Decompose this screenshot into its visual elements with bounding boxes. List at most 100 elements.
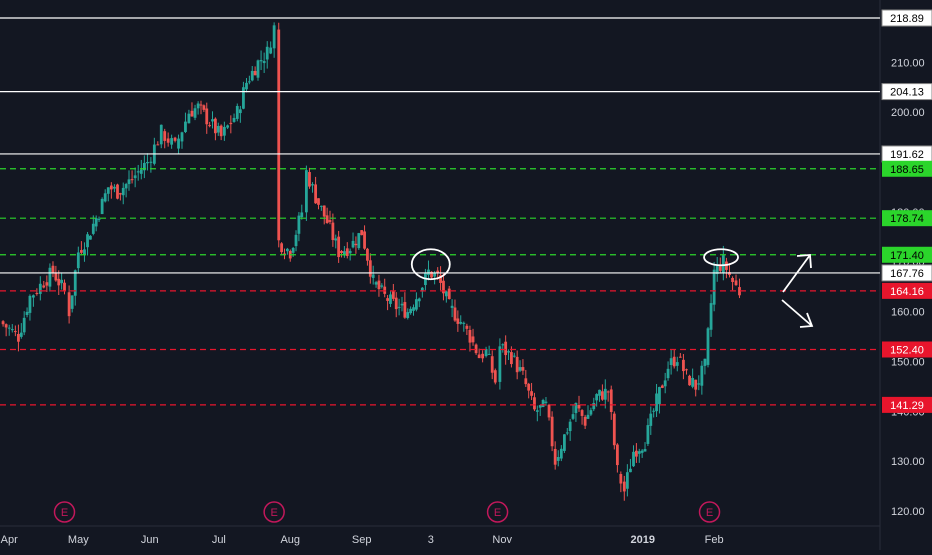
candle-down	[430, 271, 433, 278]
candle-down	[728, 272, 731, 276]
candle-up	[507, 351, 510, 353]
candle-down	[634, 450, 638, 457]
candle-down	[394, 297, 398, 310]
candle-down	[738, 287, 741, 296]
earnings-event-marker[interactable]	[53, 501, 76, 523]
candle-down	[439, 275, 442, 283]
earnings-event-label: E	[61, 507, 68, 519]
candle-up	[649, 413, 653, 426]
candle-down	[1, 321, 5, 325]
candle-up	[568, 421, 572, 432]
earnings-event-marker[interactable]	[263, 501, 285, 523]
candle-up	[10, 329, 14, 331]
candle-up	[666, 368, 670, 379]
earnings-event-label: E	[494, 507, 501, 519]
candle-up	[97, 218, 101, 220]
candle-up	[417, 298, 421, 302]
candle-down	[63, 282, 66, 291]
candle-down	[4, 324, 8, 328]
candle-up	[498, 346, 502, 382]
candle-down	[277, 29, 281, 241]
candle-up	[38, 283, 42, 294]
candle-up	[652, 410, 656, 412]
arrow-head	[799, 312, 814, 328]
y-tick-label: 130.00	[891, 456, 925, 468]
candle-down	[547, 404, 551, 418]
candle-down	[504, 341, 508, 356]
candle-up	[640, 450, 644, 453]
candle-down	[553, 448, 557, 465]
level-price-tag	[882, 160, 932, 177]
candle-down	[515, 356, 519, 373]
candle-up	[187, 113, 191, 124]
level-price-tag	[882, 282, 932, 299]
candle-down	[166, 138, 170, 143]
candle-down	[477, 354, 481, 359]
candle-down	[340, 250, 343, 254]
candle-up	[297, 215, 301, 234]
candle-down	[253, 70, 257, 76]
x-tick-label: Feb	[705, 534, 724, 546]
candle-down	[474, 344, 478, 354]
level-price-label: 218.89	[890, 13, 924, 25]
candle-up	[196, 103, 200, 109]
candle-up	[272, 25, 276, 49]
level-price-label: 188.65	[890, 164, 924, 176]
earnings-event-marker[interactable]	[698, 501, 721, 523]
candle-down	[622, 481, 626, 492]
y-tick-label: 150.00	[891, 356, 925, 368]
candle-down	[283, 253, 286, 255]
candle-down	[447, 288, 451, 300]
x-tick-label: Sep	[352, 534, 372, 546]
candle-down	[199, 104, 203, 106]
candle-down	[363, 231, 366, 249]
candle-down	[190, 110, 194, 117]
candle-up	[412, 307, 415, 311]
candle-up	[342, 251, 346, 256]
candle-down	[619, 474, 623, 484]
candle-down	[465, 325, 469, 329]
candle-down	[280, 243, 284, 253]
candle-down	[577, 404, 581, 409]
candle-down	[685, 369, 688, 371]
candle-up	[235, 105, 239, 119]
candle-down	[322, 205, 326, 217]
candle-up	[28, 295, 32, 313]
candle-down	[45, 282, 49, 286]
candle-down	[308, 172, 311, 187]
arrow-shaft	[782, 254, 811, 293]
candle-up	[319, 205, 323, 207]
candle-up	[643, 449, 647, 452]
x-tick-label: Apr	[1, 534, 18, 546]
level-price-tag	[882, 396, 932, 413]
earnings-event-marker[interactable]	[486, 501, 509, 523]
level-price-label: 171.40	[890, 250, 924, 262]
candle-down	[550, 416, 554, 447]
candle-up	[357, 233, 361, 249]
y-tick-label: 200.00	[891, 107, 925, 119]
candle-up	[450, 305, 454, 308]
annotation-arrow-up	[782, 254, 812, 293]
candle-up	[259, 60, 263, 62]
candle-down	[219, 125, 223, 137]
candle-up	[400, 303, 404, 306]
candle-up	[462, 322, 466, 324]
candle-down	[391, 291, 395, 299]
candle-down	[325, 215, 329, 223]
candle-up	[501, 344, 505, 346]
candle-down	[533, 397, 536, 410]
candles-group	[1, 22, 741, 501]
candle-up	[86, 234, 89, 248]
candle-down	[360, 230, 364, 236]
level-price-tag	[882, 341, 932, 358]
candle-down	[377, 280, 381, 290]
earnings-event-label: E	[706, 507, 713, 519]
candle-up	[691, 377, 695, 387]
candle-down	[731, 277, 734, 282]
candle-down	[672, 356, 676, 367]
candle-up	[294, 234, 298, 247]
candle-up	[300, 212, 304, 218]
